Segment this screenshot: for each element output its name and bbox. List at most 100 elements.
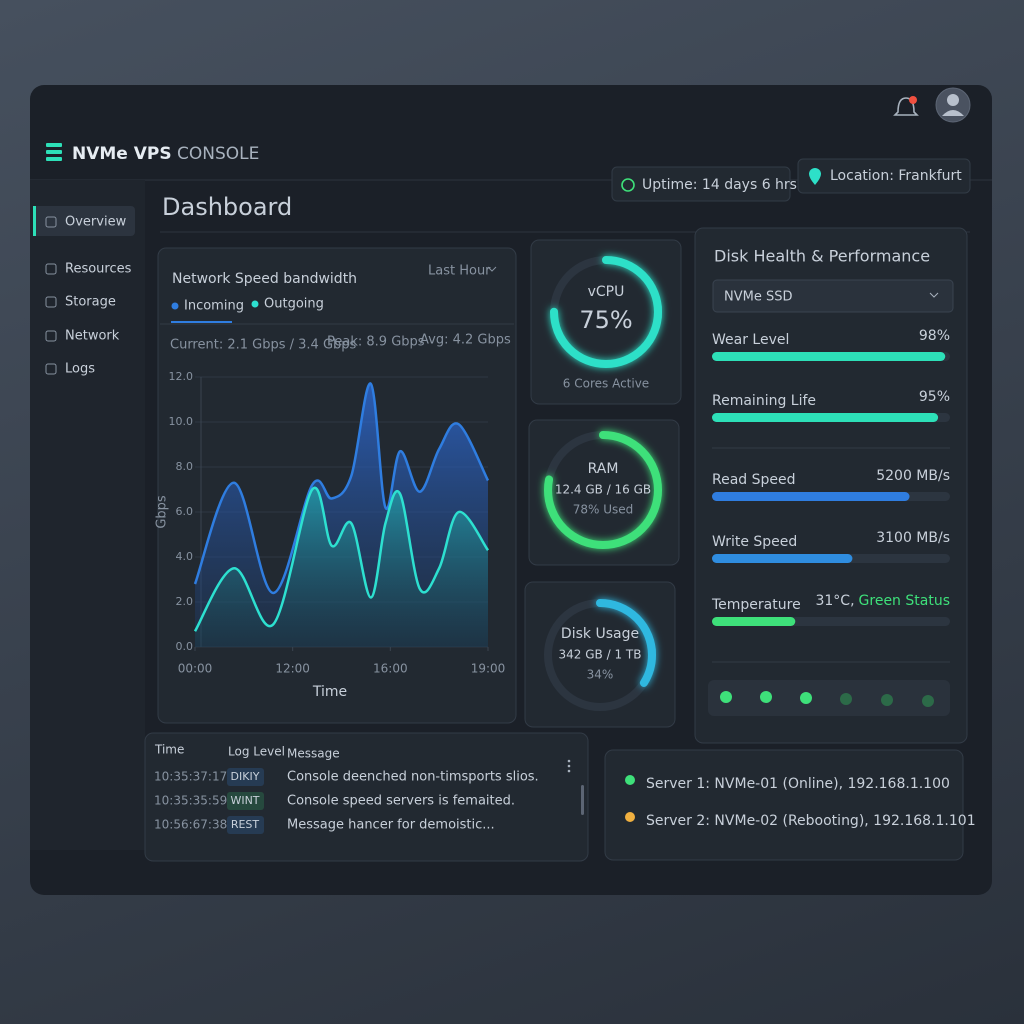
brand-name: NVMe VPS [72, 144, 172, 164]
gauge-arc [544, 599, 656, 711]
log-header: Time [154, 743, 184, 757]
legend-dot [171, 302, 179, 310]
gauge-detail: 12.4 GB / 16 GB [555, 483, 651, 497]
log-card [144, 732, 589, 862]
device: NVMe SSD [724, 290, 792, 305]
y-tick-label: 10.0 [169, 415, 194, 428]
log-message: Console speed servers is femaited. [287, 794, 515, 809]
log-time: 10:56:67:38 [154, 818, 227, 832]
notification-badge [909, 96, 917, 104]
log-header: Log Level [228, 745, 285, 759]
location: Location: Frankfurt [830, 168, 962, 184]
x-tick-label: 00:00 [178, 662, 213, 676]
metric-value: 98% [919, 328, 950, 344]
log-time: 10:35:37:17 [154, 770, 227, 784]
legend-label: Outgoing [264, 297, 324, 312]
metric-value-label: 5200 MB/s [876, 468, 950, 484]
series-line [193, 382, 490, 595]
uptime-pill [611, 166, 791, 202]
y-tick-label: 2.0 [176, 595, 194, 608]
status-strip [708, 680, 950, 716]
avatar-body [942, 110, 964, 116]
log-scrollbar[interactable] [581, 785, 584, 815]
x-tick-label: 16:00 [373, 662, 408, 676]
metric-bar [712, 352, 946, 361]
nav-icon [45, 263, 57, 275]
nav-item[interactable]: Logs [65, 362, 95, 377]
metric-value: 3100 MB/s [876, 530, 950, 546]
nav-item[interactable]: Storage [65, 295, 116, 310]
log-level: WINT [230, 794, 259, 807]
server[interactable]: Server 2: NVMe-02 (Rebooting), 192.168.1… [646, 813, 976, 829]
log-time: 10:35:35:59 [154, 794, 227, 808]
nav-active-accent [33, 206, 36, 236]
nav-icon [45, 330, 57, 342]
log-badge [227, 792, 264, 810]
x-tick-label: 12:00 [275, 662, 310, 676]
metric-value-label: 31°C, [815, 593, 854, 609]
stat-peak: Peak: 8.9 Gbps [327, 335, 425, 350]
metric-label: Temperature [711, 597, 801, 613]
status-dots [720, 691, 934, 707]
metric-value: 5200 MB/s [876, 468, 950, 484]
y-tick-label: 8.0 [176, 460, 194, 473]
series-area [195, 487, 488, 647]
nav-active [33, 206, 135, 236]
nav-item[interactable]: Resources [65, 262, 132, 277]
gauge-value-label: 78% Used [573, 503, 634, 517]
metric-value-label: 3100 MB/s [876, 530, 950, 546]
avatar-head [947, 94, 959, 106]
metric-label: Remaining Life [712, 393, 816, 409]
metric-bar [712, 617, 796, 626]
metric-label: Write Speed [712, 534, 797, 550]
metric-value: 31°C, Green Status [815, 593, 950, 609]
x-axis-label: Time [312, 684, 347, 700]
log-level: REST [231, 818, 260, 831]
stat-current: Current: 2.1 Gbps / 3.4 Gbps [170, 338, 357, 353]
gauge-arc [544, 431, 662, 549]
series-line [193, 486, 490, 632]
log-badge [227, 768, 264, 786]
gauge-detail: 6 Cores Active [563, 377, 649, 391]
sidebar [30, 180, 145, 850]
device-select[interactable] [712, 279, 954, 313]
y-tick-label: 6.0 [176, 505, 194, 518]
location-icon [809, 168, 821, 185]
uptime-icon [621, 178, 635, 192]
metric-value-label: 98% [919, 328, 950, 344]
metric-bar [712, 492, 910, 501]
location-pill [797, 158, 971, 194]
metric-label: Wear Level [712, 332, 789, 348]
y-tick-label: 12.0 [169, 370, 194, 383]
legend-label: Incoming [184, 299, 244, 314]
server-status [625, 812, 635, 822]
y-axis-label: Gbps [155, 495, 170, 529]
metric-label: Read Speed [712, 472, 796, 488]
gauge-label: RAM [588, 461, 619, 477]
gauge-label: vCPU [588, 284, 625, 300]
gauge-arc [550, 256, 662, 368]
uptime: Uptime: 14 days 6 hrs [642, 177, 797, 193]
nav-item[interactable]: Network [65, 329, 120, 344]
range-select[interactable]: Last Hour [428, 264, 491, 279]
chart-title: Network Speed bandwidth [172, 271, 357, 287]
nav-item[interactable]: Overview [65, 215, 127, 230]
metric-bar [712, 413, 939, 422]
server-card [604, 749, 964, 861]
notification-bell[interactable] [893, 97, 919, 116]
metric-status: Green Status [859, 593, 950, 609]
stat-avg: Avg: 4.2 Gbps [420, 333, 511, 348]
brand-suffix: CONSOLE [177, 144, 259, 164]
log-message: Console deenched non-timsports slios. [287, 770, 539, 785]
range-chevron [487, 266, 497, 272]
server[interactable]: Server 1: NVMe-01 (Online), 192.168.1.10… [646, 776, 950, 792]
nav-icon [45, 216, 57, 228]
gauge-value-label: 34% [587, 668, 614, 682]
page-title: Dashboard [162, 193, 292, 221]
log-message: Message hancer for demoistic... [287, 818, 495, 833]
log-header: Message [287, 747, 340, 761]
nav-icon [45, 363, 57, 375]
legend-dot [251, 300, 259, 308]
